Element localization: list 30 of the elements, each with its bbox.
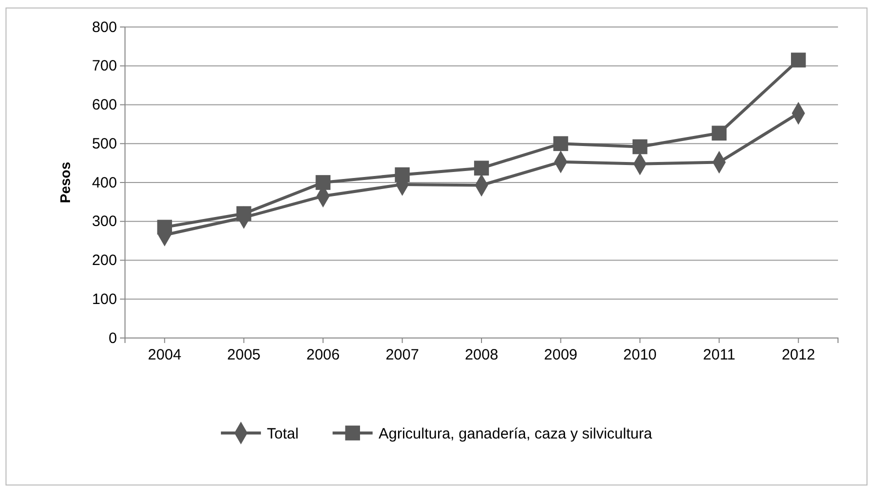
x-tick-label: 2009	[544, 346, 578, 364]
legend-label: Total	[266, 425, 299, 442]
point	[474, 160, 489, 176]
x-tick-label: 2004	[148, 346, 182, 364]
y-tick-label: 800	[92, 18, 117, 36]
x-tick-label: 2011	[703, 346, 736, 364]
y-axis-title: Pesos	[57, 162, 73, 204]
y-tick-label: 600	[92, 96, 117, 114]
x-tick-label: 2010	[623, 346, 657, 364]
point	[632, 139, 648, 154]
y-tick-label: 200	[92, 252, 117, 270]
x-tick-label: 2005	[227, 346, 261, 364]
point	[394, 167, 410, 182]
x-tick-label: 2008	[464, 346, 498, 364]
point	[316, 175, 330, 190]
point	[712, 126, 727, 141]
y-tick-label: 400	[92, 174, 117, 192]
y-tick-label: 700	[92, 58, 117, 75]
legend-label: Agricultura, ganadería, caza y silvicultura	[378, 425, 653, 442]
y-tick-label: 0	[108, 330, 117, 347]
x-tick-label: 2007	[386, 346, 419, 364]
y-tick-label: 500	[92, 135, 117, 152]
point	[790, 52, 806, 68]
x-tick-label: 2012	[782, 346, 816, 364]
y-tick-label: 100	[92, 290, 117, 308]
point	[157, 220, 172, 235]
x-tick-label: 2006	[306, 346, 340, 364]
point	[236, 206, 252, 222]
point	[553, 136, 568, 152]
y-tick-label: 300	[92, 213, 117, 230]
